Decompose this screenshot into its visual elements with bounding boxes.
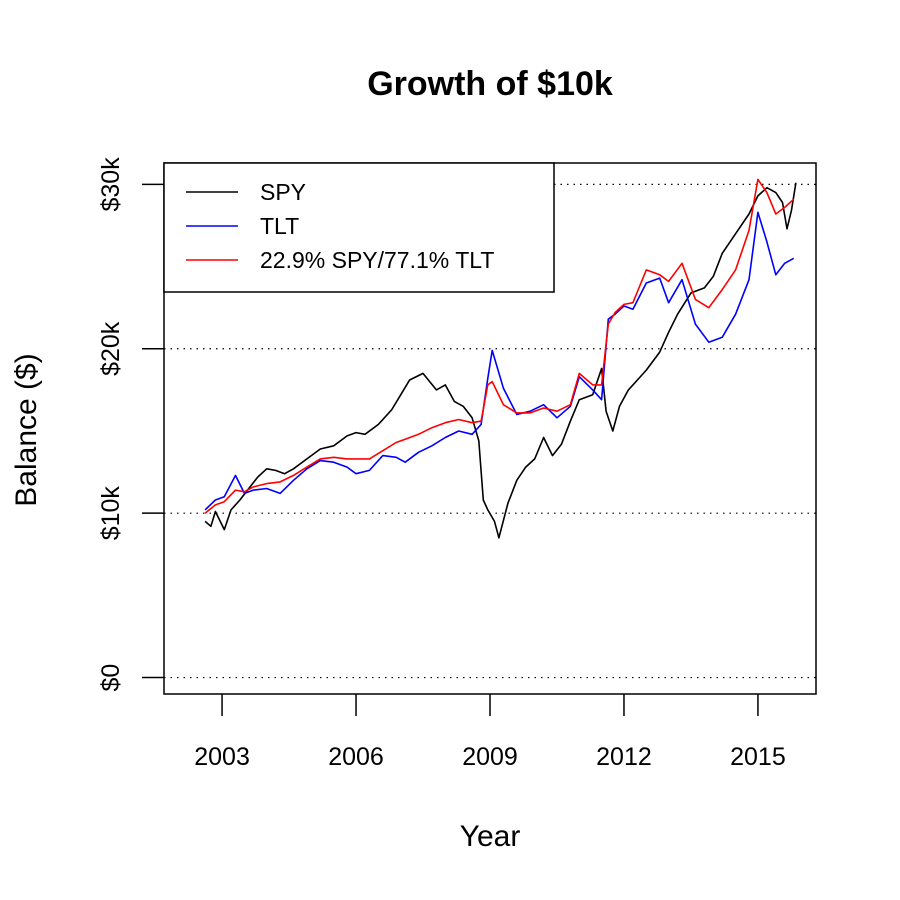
x-tick-label: 2009	[462, 743, 518, 771]
legend-label-mix: 22.9% SPY/77.1% TLT	[260, 247, 494, 273]
y-tick-label: $20k	[97, 321, 125, 376]
x-tick-label: 2012	[596, 743, 652, 771]
y-tick-label: $10k	[97, 486, 125, 541]
y-tick-label: $0	[97, 664, 125, 692]
legend-label-tlt: TLT	[260, 213, 299, 239]
chart-title: Growth of $10k	[367, 65, 613, 103]
y-axis-label: Balance ($)	[10, 353, 43, 506]
x-tick-label: 2015	[730, 743, 786, 771]
legend-label-spy: SPY	[260, 179, 306, 205]
x-axis-label: Year	[460, 820, 521, 853]
legend: SPY TLT 22.9% SPY/77.1% TLT	[164, 163, 554, 292]
x-tick-label: 2003	[194, 743, 250, 771]
x-tick-label: 2006	[328, 743, 384, 771]
y-tick-label: $30k	[97, 157, 125, 212]
